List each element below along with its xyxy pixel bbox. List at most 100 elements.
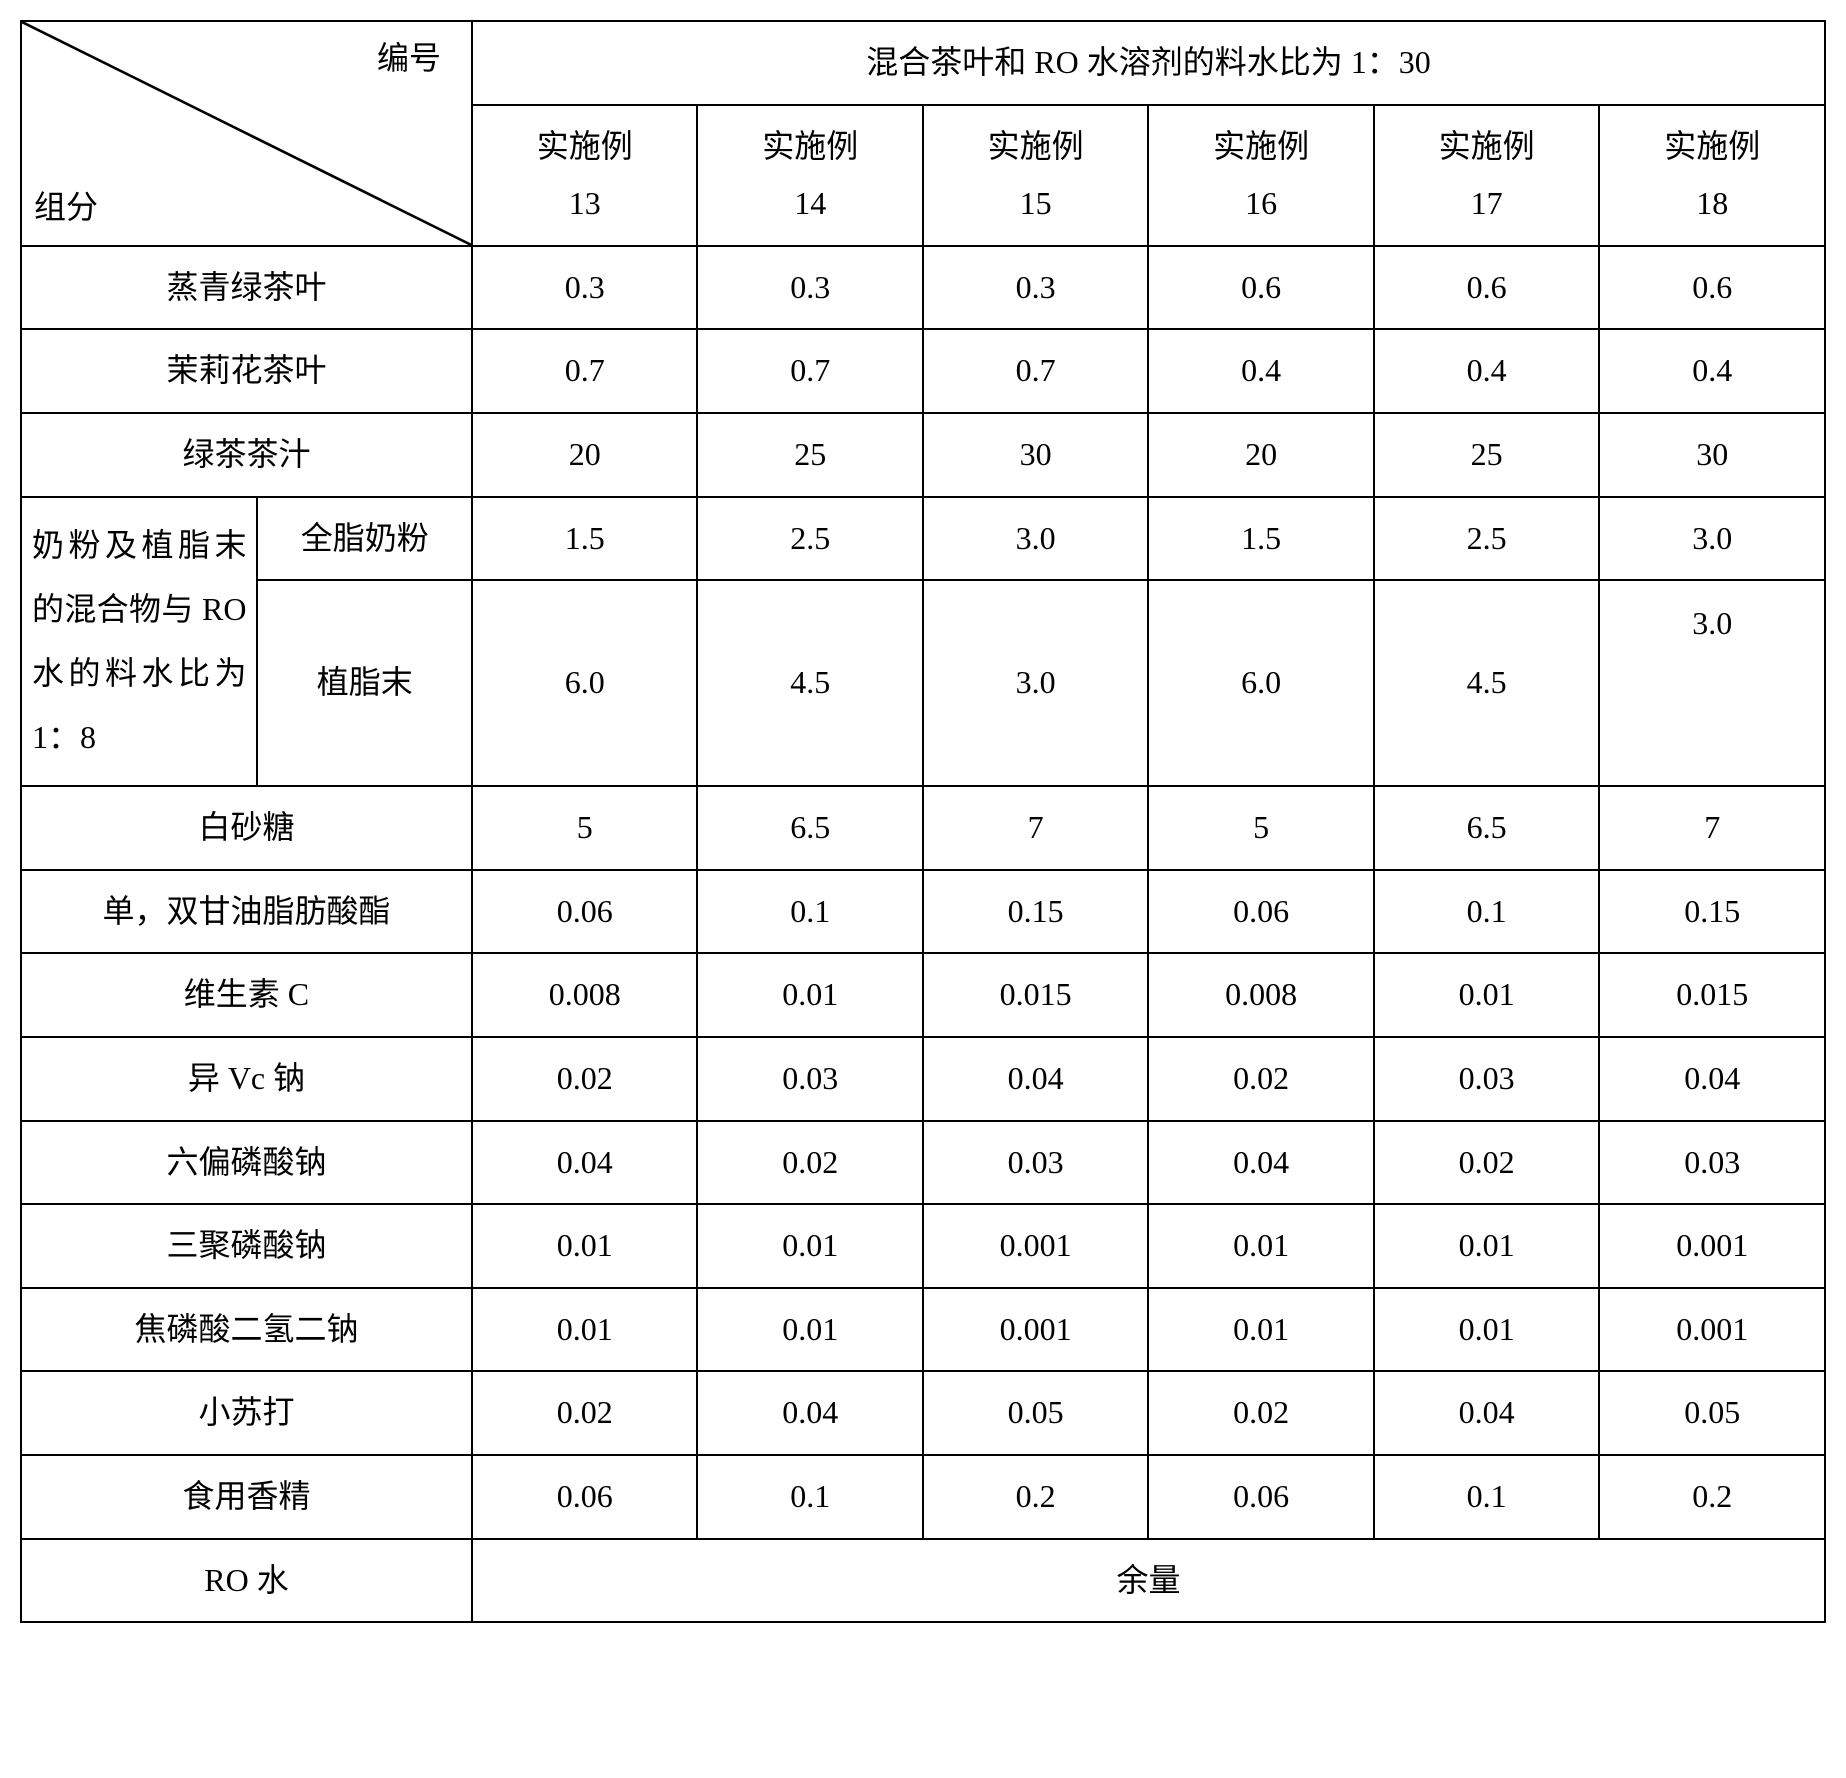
cell: 30 (923, 413, 1148, 497)
cell: 3.0 (1599, 580, 1825, 786)
cell: 0.001 (1599, 1204, 1825, 1288)
cell: 0.03 (1599, 1121, 1825, 1205)
cell: 0.02 (1374, 1121, 1599, 1205)
row-label: 维生素 C (21, 953, 472, 1037)
cell: 0.4 (1599, 329, 1825, 413)
diagonal-header-cell: 编号 组分 (21, 21, 472, 246)
cell: 30 (1599, 413, 1825, 497)
cell: 0.04 (1374, 1371, 1599, 1455)
cell: 1.5 (472, 497, 697, 581)
cell: 25 (1374, 413, 1599, 497)
row-label: 三聚磷酸钠 (21, 1204, 472, 1288)
cell: 0.03 (697, 1037, 922, 1121)
cell: 0.06 (1148, 1455, 1373, 1539)
cell: 0.7 (923, 329, 1148, 413)
cell: 1.5 (1148, 497, 1373, 581)
cell: 0.06 (472, 1455, 697, 1539)
header-merged-title: 混合茶叶和 RO 水溶剂的料水比为 1：30 (472, 21, 1825, 105)
cell: 2.5 (697, 497, 922, 581)
cell: 0.001 (923, 1288, 1148, 1372)
cell: 0.7 (697, 329, 922, 413)
table-row: 焦磷酸二氢二钠 0.01 0.01 0.001 0.01 0.01 0.001 (21, 1288, 1825, 1372)
cell: 4.5 (697, 580, 922, 786)
cell: 7 (1599, 786, 1825, 870)
cell: 0.02 (1148, 1371, 1373, 1455)
composition-table: 编号 组分 混合茶叶和 RO 水溶剂的料水比为 1：30 实施例 13 实施例 … (20, 20, 1826, 1623)
table-row: 奶粉及植脂末的混合物与 RO水的料水比为 1：8 全脂奶粉 1.5 2.5 3.… (21, 497, 1825, 581)
row-label: 绿茶茶汁 (21, 413, 472, 497)
cell: 0.01 (472, 1204, 697, 1288)
cell: 0.01 (1148, 1204, 1373, 1288)
cell: 20 (472, 413, 697, 497)
cell: 0.06 (1148, 870, 1373, 954)
row-label: 食用香精 (21, 1455, 472, 1539)
row-label: 小苏打 (21, 1371, 472, 1455)
cell: 0.03 (923, 1121, 1148, 1205)
cell: 0.01 (472, 1288, 697, 1372)
row-label: 茉莉花茶叶 (21, 329, 472, 413)
cell: 5 (472, 786, 697, 870)
cell: 0.15 (923, 870, 1148, 954)
row-label: 六偏磷酸钠 (21, 1121, 472, 1205)
row-label: 异 Vc 钠 (21, 1037, 472, 1121)
cell: 0.02 (697, 1121, 922, 1205)
cell: 0.4 (1148, 329, 1373, 413)
cell: 0.01 (697, 1288, 922, 1372)
merged-cell: 余量 (472, 1539, 1825, 1623)
cell: 0.4 (1374, 329, 1599, 413)
col-header: 实施例 16 (1148, 105, 1373, 246)
cell: 0.015 (923, 953, 1148, 1037)
cell: 0.04 (697, 1371, 922, 1455)
table-row: 三聚磷酸钠 0.01 0.01 0.001 0.01 0.01 0.001 (21, 1204, 1825, 1288)
cell: 6.0 (1148, 580, 1373, 786)
col-header: 实施例 13 (472, 105, 697, 246)
cell: 0.3 (923, 246, 1148, 330)
cell: 0.001 (1599, 1288, 1825, 1372)
table-row: 小苏打 0.02 0.04 0.05 0.02 0.04 0.05 (21, 1371, 1825, 1455)
row-label: 焦磷酸二氢二钠 (21, 1288, 472, 1372)
cell: 0.008 (1148, 953, 1373, 1037)
table-row: 蒸青绿茶叶 0.3 0.3 0.3 0.6 0.6 0.6 (21, 246, 1825, 330)
cell: 0.2 (923, 1455, 1148, 1539)
cell: 0.04 (923, 1037, 1148, 1121)
cell: 0.01 (1374, 1204, 1599, 1288)
cell: 0.001 (923, 1204, 1148, 1288)
sub-label: 植脂末 (257, 580, 471, 786)
header-bottom-label: 组分 (34, 179, 98, 237)
row-label: 单，双甘油脂肪酸酯 (21, 870, 472, 954)
cell: 0.05 (1599, 1371, 1825, 1455)
cell: 20 (1148, 413, 1373, 497)
cell: 0.15 (1599, 870, 1825, 954)
table-row: 食用香精 0.06 0.1 0.2 0.06 0.1 0.2 (21, 1455, 1825, 1539)
col-header: 实施例 17 (1374, 105, 1599, 246)
cell: 0.6 (1148, 246, 1373, 330)
cell: 0.06 (472, 870, 697, 954)
cell: 3.0 (1599, 497, 1825, 581)
table-row: 维生素 C 0.008 0.01 0.015 0.008 0.01 0.015 (21, 953, 1825, 1037)
cell: 0.6 (1374, 246, 1599, 330)
col-header: 实施例 18 (1599, 105, 1825, 246)
cell: 0.01 (697, 953, 922, 1037)
row-label: RO 水 (21, 1539, 472, 1623)
row-label: 白砂糖 (21, 786, 472, 870)
table-row: 植脂末 6.0 4.5 3.0 6.0 4.5 3.0 (21, 580, 1825, 786)
row-label: 蒸青绿茶叶 (21, 246, 472, 330)
group-label: 奶粉及植脂末的混合物与 RO水的料水比为 1：8 (21, 497, 257, 787)
cell: 0.6 (1599, 246, 1825, 330)
cell: 6.5 (1374, 786, 1599, 870)
cell: 25 (697, 413, 922, 497)
cell: 0.04 (472, 1121, 697, 1205)
cell: 0.02 (1148, 1037, 1373, 1121)
cell: 0.01 (1374, 1288, 1599, 1372)
table-row: RO 水 余量 (21, 1539, 1825, 1623)
cell: 6.5 (697, 786, 922, 870)
cell: 0.015 (1599, 953, 1825, 1037)
cell: 0.02 (472, 1037, 697, 1121)
cell: 7 (923, 786, 1148, 870)
header-top-label: 编号 (377, 30, 441, 88)
cell: 0.01 (1148, 1288, 1373, 1372)
cell: 0.04 (1148, 1121, 1373, 1205)
cell: 5 (1148, 786, 1373, 870)
table-row: 异 Vc 钠 0.02 0.03 0.04 0.02 0.03 0.04 (21, 1037, 1825, 1121)
table-row: 单，双甘油脂肪酸酯 0.06 0.1 0.15 0.06 0.1 0.15 (21, 870, 1825, 954)
